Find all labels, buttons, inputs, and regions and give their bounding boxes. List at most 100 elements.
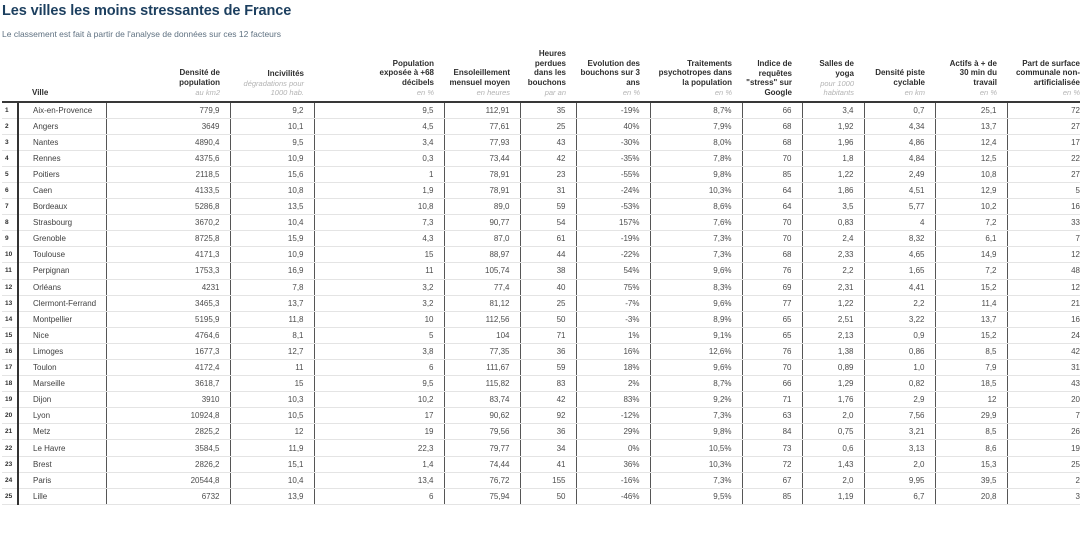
- value-cell: 112,56: [443, 311, 520, 328]
- value-cell: 10,4: [229, 472, 314, 489]
- value-cell: 3,22: [863, 311, 935, 328]
- value-cell: 75%: [575, 279, 650, 296]
- value-cell: 73,44: [443, 150, 520, 167]
- value-cell: 36%: [575, 456, 650, 473]
- table-row: 4 Rennes 4375,6 10,9 0,3 73,44 42 -35% 7,8% 70 1,8…: [2, 150, 1080, 167]
- rank-cell: 19: [2, 391, 18, 409]
- value-cell: 5: [313, 327, 444, 344]
- value-cell: 76: [741, 343, 802, 361]
- value-cell: 2,49: [863, 166, 935, 183]
- table-row: 17 Toulon 4172,4 11 6 111,67 59 18% 9,6% 70 0,89 1,…: [2, 359, 1080, 377]
- value-cell: 2,0: [863, 456, 935, 473]
- city-cell: Toulouse: [17, 246, 106, 264]
- city-cell: Marseille: [17, 375, 106, 393]
- value-cell: 0,3: [313, 150, 444, 167]
- value-cell: 6,1: [934, 230, 1007, 248]
- column-header: Salles de yoga pour 1000 habitants: [802, 44, 864, 103]
- value-cell: 0%: [575, 439, 650, 457]
- value-cell: 65: [741, 311, 802, 328]
- page-title: Les villes les moins stressantes de Fran…: [2, 3, 292, 19]
- value-cell: 78,91: [443, 166, 520, 183]
- value-cell: 44: [519, 246, 576, 264]
- value-cell: 7,3%: [649, 230, 742, 248]
- value-cell: 9,8%: [649, 423, 742, 441]
- column-header-unit: en %: [979, 88, 997, 97]
- value-cell: 1,9: [313, 182, 444, 200]
- table-row: 20 Lyon 10924,8 10,5 17 90,62 92 -12% 7,3% 63 2,0 7…: [2, 407, 1080, 425]
- rank-cell: 5: [2, 166, 18, 183]
- value-cell: 7,2: [934, 262, 1007, 280]
- value-cell: 5286,8: [105, 198, 230, 216]
- value-cell: 15,6: [229, 166, 314, 183]
- value-cell: 10,1: [229, 118, 314, 135]
- column-header-label: Indice de requêtes "stress" sur Google: [746, 59, 792, 97]
- value-cell: 16: [1006, 311, 1080, 328]
- value-cell: 7,3%: [649, 407, 742, 425]
- column-header-unit: en %: [1062, 88, 1080, 97]
- city-cell: Paris: [17, 472, 106, 489]
- value-cell: 10,4: [229, 214, 314, 232]
- column-header-unit: en %: [714, 88, 732, 97]
- value-cell: 4,34: [863, 118, 935, 135]
- value-cell: 79,77: [443, 439, 520, 457]
- value-cell: 10: [313, 311, 444, 328]
- value-cell: 9,5: [229, 134, 314, 151]
- value-cell: -35%: [575, 150, 650, 167]
- value-cell: 70: [741, 230, 802, 248]
- value-cell: 27: [1006, 166, 1080, 183]
- value-cell: 16,9: [229, 262, 314, 280]
- value-cell: 42: [519, 150, 576, 167]
- column-header-unit: par an: [544, 88, 566, 97]
- value-cell: 0,6: [801, 439, 864, 457]
- value-cell: 12: [229, 423, 314, 441]
- column-header-unit: en km: [904, 88, 925, 97]
- value-cell: 2: [1006, 472, 1080, 489]
- city-cell: Metz: [17, 423, 106, 441]
- value-cell: 9,6%: [649, 359, 742, 377]
- value-cell: 77,35: [443, 343, 520, 361]
- value-cell: 77,93: [443, 134, 520, 151]
- column-header: Part de surface communale non- artificia…: [1007, 44, 1080, 103]
- value-cell: 10,8: [229, 182, 314, 200]
- column-header-unit: dégradations pour 1000 hab.: [243, 79, 304, 97]
- value-cell: 8,0%: [649, 134, 742, 151]
- city-cell: Le Havre: [17, 439, 106, 457]
- value-cell: 12,6%: [649, 343, 742, 361]
- city-cell: Lille: [17, 488, 106, 505]
- value-cell: 15,9: [229, 230, 314, 248]
- value-cell: 8,9%: [649, 311, 742, 328]
- value-cell: 3: [1006, 488, 1080, 505]
- value-cell: 6,7: [863, 488, 935, 505]
- city-cell: Dijon: [17, 391, 106, 409]
- value-cell: 7: [1006, 407, 1080, 425]
- value-cell: 4,65: [863, 246, 935, 264]
- table-row: 11 Perpignan 1753,3 16,9 11 105,74 38 54% 9,6% 76…: [2, 262, 1080, 280]
- value-cell: 1,76: [801, 391, 864, 409]
- value-cell: 84: [741, 423, 802, 441]
- value-cell: 9,5: [313, 375, 444, 393]
- value-cell: 66: [741, 375, 802, 393]
- value-cell: 85: [741, 488, 802, 505]
- value-cell: 3618,7: [105, 375, 230, 393]
- value-cell: 39,5: [934, 472, 1007, 489]
- rank-cell: 11: [2, 262, 18, 280]
- value-cell: 11,4: [934, 295, 1007, 312]
- value-cell: 70: [741, 359, 802, 377]
- value-cell: 2,31: [801, 279, 864, 296]
- value-cell: 13,7: [229, 295, 314, 312]
- value-cell: 67: [741, 472, 802, 489]
- rank-cell: 3: [2, 134, 18, 151]
- value-cell: 17: [1006, 134, 1080, 151]
- value-cell: 2,51: [801, 311, 864, 328]
- value-cell: 4,41: [863, 279, 935, 296]
- value-cell: 13,7: [934, 118, 1007, 135]
- value-cell: 7,8: [229, 279, 314, 296]
- value-cell: 9,6%: [649, 262, 742, 280]
- city-cell: Perpignan: [17, 262, 106, 280]
- value-cell: 779,9: [105, 102, 230, 119]
- value-cell: 4,84: [863, 150, 935, 167]
- value-cell: 92: [519, 407, 576, 425]
- value-cell: 2%: [575, 375, 650, 393]
- value-cell: 5: [1006, 182, 1080, 200]
- value-cell: 9,95: [863, 472, 935, 489]
